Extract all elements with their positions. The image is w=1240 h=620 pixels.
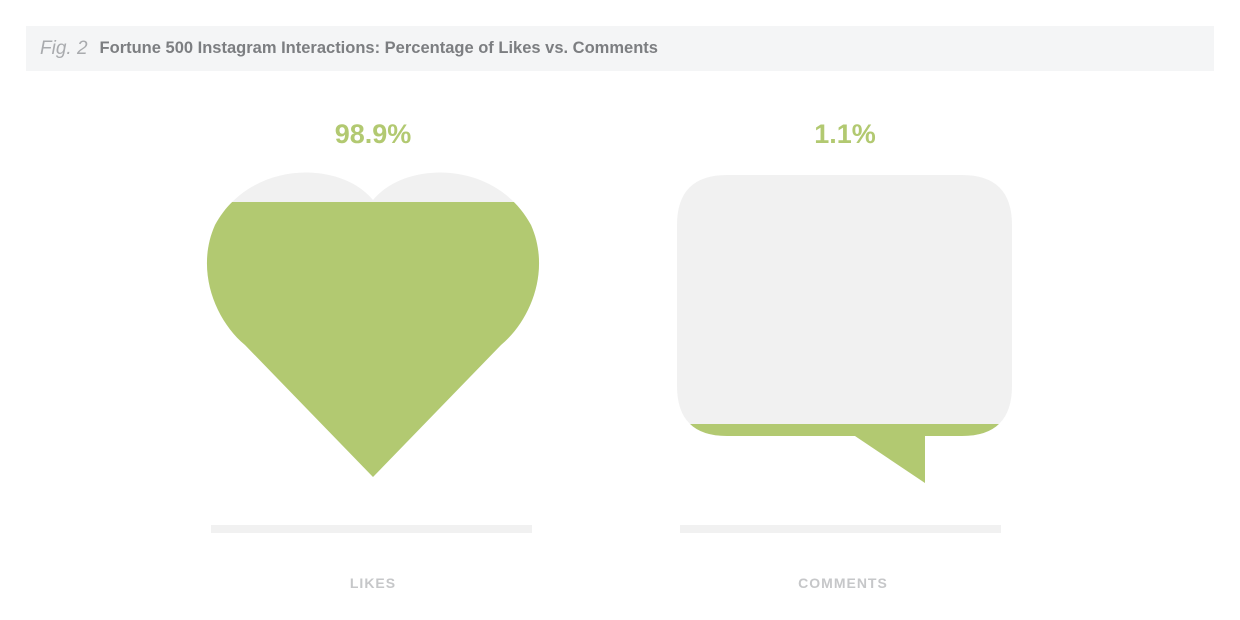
speech-bubble-icon — [677, 175, 1012, 483]
baseline-likes — [211, 525, 532, 533]
figure-number: Fig. 2 — [40, 37, 88, 59]
baseline-comments — [680, 525, 1001, 533]
category-label-comments: COMMENTS — [798, 575, 888, 591]
chart-header: Fig. 2 Fortune 500 Instagram Interaction… — [26, 26, 1214, 71]
chart-title: Fortune 500 Instagram Interactions: Perc… — [99, 39, 658, 57]
value-label-comments: 1.1% — [814, 119, 876, 149]
bar-comments — [677, 424, 1012, 483]
heart-icon — [206, 172, 540, 477]
bubble-empty — [677, 175, 1012, 483]
bar-likes — [206, 202, 540, 477]
category-label-likes: LIKES — [350, 575, 396, 591]
value-label-likes: 98.9% — [335, 119, 412, 149]
